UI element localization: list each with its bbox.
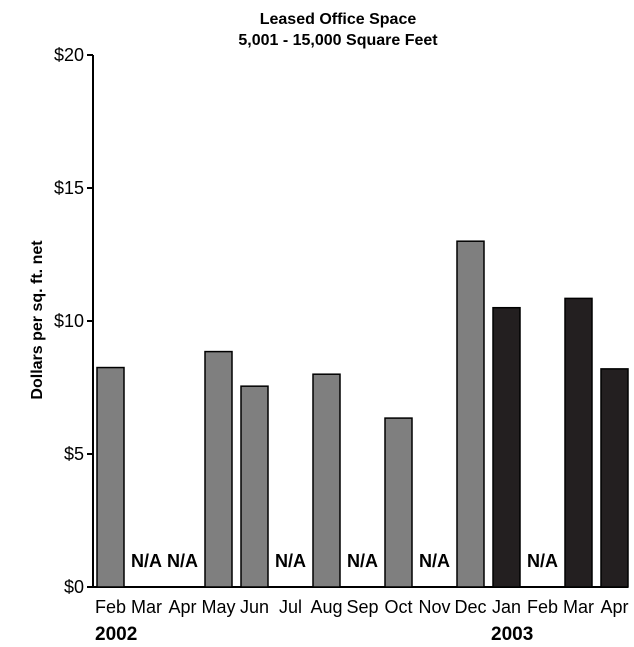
x-tick-label: Aug <box>310 597 342 617</box>
bar <box>384 417 413 588</box>
axes: $0 $5 $10 $15 $20 <box>54 45 628 597</box>
na-label: N/A <box>131 551 162 571</box>
na-label: N/A <box>419 551 450 571</box>
chart-title: Leased Office Space <box>260 11 417 28</box>
x-tick-label: Mar <box>563 597 594 617</box>
na-label: N/A <box>275 551 306 571</box>
x-tick-label: May <box>201 597 235 617</box>
year-label: 2003 <box>491 624 533 645</box>
y-tick-label: $10 <box>54 311 84 331</box>
na-label: N/A <box>527 551 558 571</box>
bar <box>564 297 593 588</box>
chart-subtitle: 5,001 - 15,000 Square Feet <box>238 32 438 49</box>
y-axis-label: Dollars per sq. ft. net <box>29 240 46 400</box>
bar <box>96 366 125 588</box>
x-tick-label: Apr <box>600 597 628 617</box>
x-tick-label: Nov <box>418 597 450 617</box>
x-tick-label: Sep <box>346 597 378 617</box>
y-tick-label: $0 <box>64 577 84 597</box>
bar <box>312 373 341 588</box>
bars: N/A N/A N/A N/A N/A N/A <box>96 240 629 588</box>
x-tick-label: Jun <box>240 597 269 617</box>
x-tick-label: Feb <box>527 597 558 617</box>
bar <box>456 240 485 588</box>
bar <box>492 306 521 588</box>
x-tick-label: Mar <box>131 597 162 617</box>
x-tick-label: Feb <box>95 597 126 617</box>
x-tick-label: Jul <box>279 597 302 617</box>
na-label: N/A <box>347 551 378 571</box>
x-tick-label: Oct <box>384 597 412 617</box>
year-label: 2002 <box>95 624 137 645</box>
bar <box>204 350 233 588</box>
x-tick-label: Jan <box>492 597 521 617</box>
na-label: N/A <box>167 551 198 571</box>
y-tick-label: $20 <box>54 45 84 65</box>
y-tick-label: $15 <box>54 178 84 198</box>
x-tick-label: Apr <box>168 597 196 617</box>
category-labels: Feb Mar Apr May Jun Jul Aug Sep Oct Nov Dec Jan Feb M… <box>95 597 629 645</box>
bar <box>600 368 629 588</box>
y-tick-label: $5 <box>64 444 84 464</box>
x-tick-label: Dec <box>454 597 486 617</box>
bar <box>240 385 269 588</box>
